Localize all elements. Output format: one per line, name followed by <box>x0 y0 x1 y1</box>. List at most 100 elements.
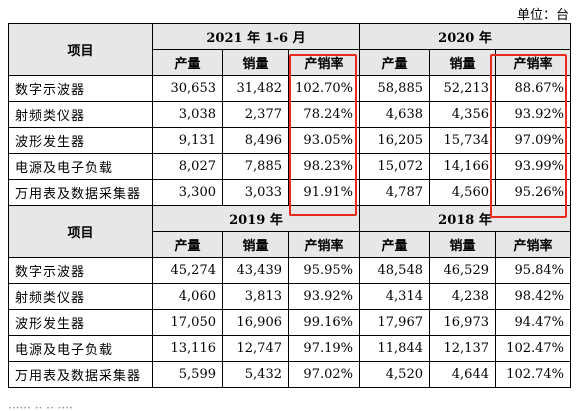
ratio-header: 产销率 <box>288 49 360 76</box>
table-cell: 16,906 <box>222 309 289 336</box>
table-cell: 102.47% <box>494 335 572 362</box>
ratio-header: 产销率 <box>494 49 572 76</box>
table-cell: 43,439 <box>222 257 289 284</box>
table-cell: 17,967 <box>359 309 430 336</box>
product-name: 波形发生器 <box>8 127 153 154</box>
table-row: 射频类仪器 4,060 3,813 93.92% 4,314 4,238 98.42% <box>8 283 572 310</box>
table-cell: 3,813 <box>222 283 289 310</box>
table-cell: 46,529 <box>429 257 496 284</box>
item-column-header: 项目 <box>8 23 153 76</box>
sales-header: 销量 <box>429 231 496 258</box>
table-cell: 58,885 <box>359 75 430 102</box>
sales-header: 销量 <box>429 49 496 76</box>
table-cell: 93.92% <box>494 101 572 128</box>
table-cell: 48,548 <box>359 257 430 284</box>
product-name: 射频类仪器 <box>8 101 153 128</box>
table-cell: 88.67% <box>494 75 572 102</box>
production-header: 产量 <box>359 231 430 258</box>
table-cell: 95.26% <box>494 179 572 206</box>
product-name: 万用表及数据采集器 <box>8 361 153 388</box>
table-cell: 98.42% <box>494 283 572 310</box>
ratio-header: 产销率 <box>288 231 360 258</box>
table-row: 射频类仪器 3,038 2,377 78.24% 4,638 4,356 93.92% <box>8 101 572 128</box>
metric-header-row: 产量 销量 产销率 产量 销量 产销率 <box>9 49 572 76</box>
table-cell: 93.05% <box>288 127 360 154</box>
table-cell: 78.24% <box>288 101 360 128</box>
table-body: 项目 2021 年 1-6 月 2020 年产量 销量 产销率 产量 销量 产销率 数字示波器 3… <box>8 23 572 388</box>
table-row: 电源及电子负载 8,027 7,885 98.23% 15,072 14,166 93.99… <box>8 153 572 180</box>
sales-header: 销量 <box>222 231 289 258</box>
table-cell: 13,116 <box>152 335 223 362</box>
table-cell: 11,844 <box>359 335 430 362</box>
product-name: 数字示波器 <box>8 257 153 284</box>
table-cell: 95.84% <box>494 257 572 284</box>
table-cell: 91.91% <box>288 179 360 206</box>
table-cell: 8,496 <box>222 127 289 154</box>
table-row: 电源及电子负载 13,116 12,747 97.19% 11,844 12,137 102… <box>8 335 572 362</box>
table-row: 数字示波器 45,274 43,439 95.95% 48,548 46,529 95.84… <box>8 257 572 284</box>
table-cell: 52,213 <box>429 75 496 102</box>
table-cell: 30,653 <box>152 75 223 102</box>
table-cell: 95.95% <box>288 257 360 284</box>
table-cell: 4,060 <box>152 283 223 310</box>
table-cell: 9,131 <box>152 127 223 154</box>
table-cell: 12,137 <box>429 335 496 362</box>
product-name: 射频类仪器 <box>8 283 153 310</box>
product-name: 波形发生器 <box>8 309 153 336</box>
period-header-row: 项目 2019 年 2018 年 <box>8 205 572 258</box>
period-header: 2019 年 <box>152 205 360 232</box>
table-cell: 4,560 <box>429 179 496 206</box>
period-header: 2021 年 1-6 月 <box>152 23 360 50</box>
table-cell: 16,973 <box>429 309 496 336</box>
product-name: 电源及电子负载 <box>8 335 153 362</box>
table-cell: 4,356 <box>429 101 496 128</box>
table-cell: 3,038 <box>152 101 223 128</box>
table-cell: 97.02% <box>288 361 360 388</box>
product-name: 电源及电子负载 <box>8 153 153 180</box>
table-cell: 14,166 <box>429 153 496 180</box>
table-cell: 15,072 <box>359 153 430 180</box>
table-cell: 93.99% <box>494 153 572 180</box>
cut-off-text-fragment: ······ ·· ·· ···· <box>8 401 73 411</box>
table-row: 波形发生器 17,050 16,906 99.16% 17,967 16,973 94.47… <box>8 309 572 336</box>
table-cell: 94.47% <box>494 309 572 336</box>
period-header-row: 项目 2021 年 1-6 月 2020 年 <box>8 23 572 76</box>
table-cell: 12,747 <box>222 335 289 362</box>
table-cell: 4,314 <box>359 283 430 310</box>
production-header: 产量 <box>359 49 430 76</box>
unit-label: 单位：台 <box>516 8 569 23</box>
table-row: 数字示波器 30,653 31,482 102.70% 58,885 52,213 88.6… <box>8 75 572 102</box>
table-cell: 15,734 <box>429 127 496 154</box>
table-cell: 45,274 <box>152 257 223 284</box>
table-cell: 98.23% <box>288 153 360 180</box>
table-cell: 102.70% <box>288 75 360 102</box>
table-cell: 93.92% <box>288 283 360 310</box>
item-column-header: 项目 <box>8 205 153 258</box>
table-cell: 4,520 <box>359 361 430 388</box>
table-cell: 31,482 <box>222 75 289 102</box>
product-name: 数字示波器 <box>8 75 153 102</box>
table-row: 波形发生器 9,131 8,496 93.05% 16,205 15,734 97.09% <box>8 127 572 154</box>
ratio-header: 产销率 <box>494 231 572 258</box>
table-cell: 99.16% <box>288 309 360 336</box>
table-row: 万用表及数据采集器 5,599 5,432 97.02% 4,520 4,644 102.7… <box>8 361 572 388</box>
metric-header-row: 产量 销量 产销率 产量 销量 产销率 <box>9 231 572 258</box>
table-cell: 5,599 <box>152 361 223 388</box>
table-cell: 5,432 <box>222 361 289 388</box>
table-cell: 3,033 <box>222 179 289 206</box>
table-cell: 4,638 <box>359 101 430 128</box>
table-row: 万用表及数据采集器 3,300 3,033 91.91% 4,787 4,560 95.26… <box>8 179 572 206</box>
table-cell: 3,300 <box>152 179 223 206</box>
period-header: 2020 年 <box>358 23 572 50</box>
table-cell: 4,787 <box>359 179 430 206</box>
table-cell: 4,644 <box>429 361 496 388</box>
sales-header: 销量 <box>222 49 289 76</box>
table-cell: 102.74% <box>494 361 572 388</box>
product-name: 万用表及数据采集器 <box>8 179 153 206</box>
production-header: 产量 <box>152 49 223 76</box>
table-cell: 97.09% <box>494 127 572 154</box>
table-cell: 4,238 <box>429 283 496 310</box>
table-cell: 17,050 <box>152 309 223 336</box>
production-sales-table: 项目 2021 年 1-6 月 2020 年产量 销量 产销率 产量 销量 产销率 数字示波器 3… <box>8 23 572 388</box>
table-cell: 2,377 <box>222 101 289 128</box>
